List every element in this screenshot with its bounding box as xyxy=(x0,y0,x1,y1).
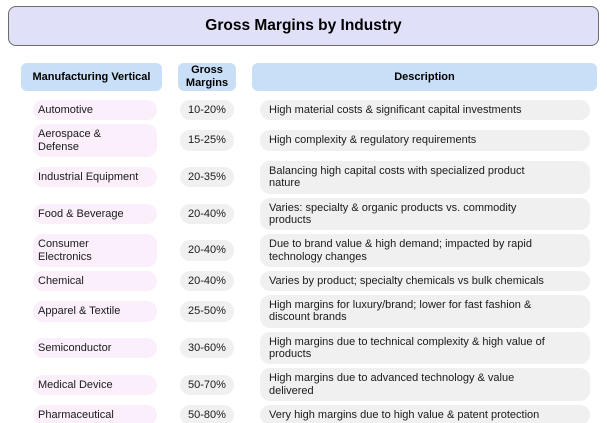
vertical-cell: Semiconductor xyxy=(33,337,157,359)
margin-cell: 20-40% xyxy=(180,270,234,292)
margin-cell: 50-80% xyxy=(180,405,234,423)
table-row: Consumer Electronics 20-40% Due to brand… xyxy=(21,234,597,267)
margin-cell: 25-50% xyxy=(180,301,234,322)
vertical-cell: Aerospace & Defense xyxy=(33,124,157,157)
description-cell: High margins due to technical complexity… xyxy=(260,331,590,365)
table-row: Aerospace & Defense 15-25% High complexi… xyxy=(21,124,597,157)
vertical-cell: Medical Device xyxy=(33,374,157,395)
vertical-cell: Pharmaceutical xyxy=(33,405,157,423)
description-cell: Balancing high capital costs with specia… xyxy=(260,160,590,194)
description-cell: Varies by product; specialty chemicals v… xyxy=(260,270,590,292)
description-cell: Very high margins due to high value & pa… xyxy=(260,405,590,423)
margin-cell: 50-70% xyxy=(180,374,234,395)
page-title: Gross Margins by Industry xyxy=(8,6,599,46)
vertical-cell: Food & Beverage xyxy=(33,203,157,225)
vertical-cell: Apparel & Textile xyxy=(33,301,157,322)
table-row: Chemical 20-40% Varies by product; speci… xyxy=(21,270,597,292)
vertical-cell: Industrial Equipment xyxy=(33,167,157,188)
table-body: Automotive 10-20% High material costs & … xyxy=(21,100,597,423)
table-row: Semiconductor 30-60% High margins due to… xyxy=(21,331,597,365)
description-cell: High margins due to advanced technology … xyxy=(260,368,590,401)
column-header-manufacturing-vertical: Manufacturing Vertical xyxy=(21,63,162,91)
vertical-cell: Automotive xyxy=(33,100,157,121)
column-header-gross-margins: Gross Margins xyxy=(178,63,236,91)
margin-cell: 20-35% xyxy=(180,167,234,188)
margin-cell: 30-60% xyxy=(180,337,234,359)
table-row: Medical Device 50-70% High margins due t… xyxy=(21,368,597,401)
description-cell: High complexity & regulatory requirement… xyxy=(260,130,590,151)
description-cell: High material costs & significant capita… xyxy=(260,100,590,121)
margin-cell: 15-25% xyxy=(180,130,234,151)
table-row: Automotive 10-20% High material costs & … xyxy=(21,100,597,121)
margins-table: Manufacturing Vertical Gross Margins Des… xyxy=(21,63,597,423)
description-cell: Due to brand value & high demand; impact… xyxy=(260,234,590,267)
column-header-description: Description xyxy=(252,63,597,91)
description-cell: Varies: specialty & organic products vs.… xyxy=(260,197,590,231)
description-cell: High margins for luxury/brand; lower for… xyxy=(260,295,590,328)
table-row: Apparel & Textile 25-50% High margins fo… xyxy=(21,295,597,328)
table-row: Industrial Equipment 20-35% Balancing hi… xyxy=(21,160,597,194)
vertical-cell: Chemical xyxy=(33,270,157,292)
table-header-row: Manufacturing Vertical Gross Margins Des… xyxy=(21,63,597,91)
margin-cell: 10-20% xyxy=(180,100,234,121)
table-row: Pharmaceutical 50-80% Very high margins … xyxy=(21,405,597,423)
table-row: Food & Beverage 20-40% Varies: specialty… xyxy=(21,197,597,231)
margin-cell: 20-40% xyxy=(180,203,234,225)
vertical-cell: Consumer Electronics xyxy=(33,234,157,267)
margin-cell: 20-40% xyxy=(180,240,234,261)
